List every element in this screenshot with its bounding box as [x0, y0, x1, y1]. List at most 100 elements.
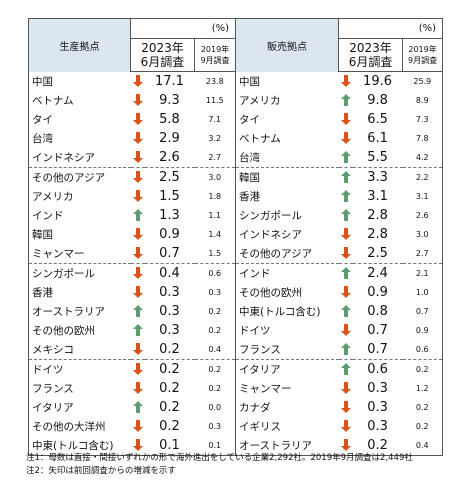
data-row: ミャンマー 0.7 1.5 その他のアジア 2.5 2.7 [28, 244, 443, 264]
trend-arrow-up [340, 363, 351, 375]
trend [130, 340, 145, 360]
trend [338, 244, 353, 264]
value-2023: 19.6 [363, 74, 392, 89]
arrow-shape [132, 286, 143, 298]
location-name: 中国 [235, 71, 339, 91]
location-name: ミャンマー [28, 244, 131, 264]
value-2019: 0.4 [194, 340, 236, 360]
value-2019: 1.2 [415, 384, 429, 393]
trend [339, 72, 353, 92]
trend-arrow-up [132, 209, 143, 221]
value-2023: 0.3 [367, 381, 388, 396]
value-2019: 3.0 [415, 230, 429, 239]
value-2019: 0.7 [415, 307, 429, 316]
trend-arrow-up [340, 343, 351, 355]
trend-arrow-down [132, 132, 143, 144]
value-2019: 1.0 [415, 288, 429, 297]
trend [131, 129, 145, 148]
data-row: タイ 5.8 7.1 タイ 6.5 7.3 [29, 110, 443, 129]
trend [131, 206, 145, 225]
location-name: カナダ [235, 398, 339, 417]
trend [131, 321, 145, 340]
trend-arrow-down [340, 132, 351, 144]
arrow-shape [340, 267, 351, 279]
unit: (%) [338, 18, 443, 39]
value-2019: 1.4 [208, 230, 222, 239]
location-name: イタリア [32, 402, 74, 414]
value-2019: 0.3 [208, 288, 222, 297]
trend-arrow-down [132, 363, 143, 375]
value-2023: 0.2 [159, 362, 180, 377]
arrow-shape [340, 324, 351, 336]
location-name: 台湾 [32, 133, 53, 145]
data-row: オーストラリア 0.3 0.2 中東(トルコ含む) 0.8 0.7 [29, 302, 443, 321]
notes: 注1：母数は直接・間接いずれかの形で海外進出をしている企業2,292社。2019… [26, 452, 413, 478]
value-2023: 0.2 [159, 381, 180, 396]
location-name: インド [32, 210, 64, 222]
data-row: メキシコ 0.2 0.4 フランス 0.7 0.6 [28, 340, 443, 360]
value-2019: 0.2 [208, 307, 222, 316]
value-2023: 2.8 [367, 227, 388, 242]
value-2023: 6.1 [367, 131, 388, 146]
trend-arrow-down [132, 228, 143, 240]
location-name: フランス [32, 383, 74, 395]
note: 注2：矢印は前回調査からの増減を示す [26, 466, 176, 476]
arrow-shape [132, 132, 143, 144]
trend-arrow-down [340, 324, 351, 336]
arrow-shape [132, 209, 143, 221]
value-2023: 0.8 [367, 304, 388, 319]
data-row: その他のアジア 2.5 3.0 韓国 3.3 2.2 [29, 167, 443, 187]
arrow-shape [132, 305, 143, 317]
trend [130, 148, 145, 168]
trend [131, 187, 145, 206]
trend [131, 110, 145, 129]
trend-arrow-up [340, 171, 351, 183]
trend-arrow-up [340, 267, 351, 279]
value-2019: 0.2 [415, 403, 429, 412]
location-name: その他のアジア [235, 244, 339, 264]
arrow-shape [132, 324, 143, 336]
trend-arrow-down [132, 247, 143, 259]
trend [131, 379, 145, 398]
column-header-old-line: 9月調査 [200, 56, 230, 65]
column-header-old-line: 9月調査 [408, 56, 438, 65]
trend-arrow-down [132, 382, 143, 394]
column-header-old-line: 2019年 [408, 45, 437, 54]
value-2023: 17.1 [155, 74, 184, 89]
location-name: 韓国 [32, 229, 53, 241]
data-row: イタリア 0.2 0.0 カナダ 0.3 0.2 [29, 398, 443, 417]
arrow-shape [340, 439, 351, 451]
value-2019: 2.6 [415, 211, 429, 220]
data-row: 香港 0.3 0.3 その他の欧州 0.9 1.0 [29, 283, 443, 302]
value-2019: 4.2 [402, 148, 443, 168]
unit: (%) [130, 18, 236, 39]
trend [339, 187, 353, 206]
value-2019: 2.7 [194, 148, 236, 168]
trend [339, 360, 353, 380]
location-name: ベトナム [32, 95, 74, 107]
arrow-shape [340, 286, 351, 298]
trend [338, 340, 353, 360]
data-row: その他の欧州 0.3 0.2 ドイツ 0.7 0.9 [29, 321, 443, 340]
arrow-shape [340, 401, 351, 413]
value-2019: 2.1 [415, 269, 429, 278]
column-header: 生産拠点 [28, 18, 131, 72]
trend [131, 283, 145, 302]
trend-arrow-down [340, 286, 351, 298]
value-2019: 23.8 [205, 77, 224, 86]
column-header-new: 2023年 6月調査 [130, 38, 195, 72]
trend-arrow-down [132, 75, 143, 87]
trend-arrow-up [340, 151, 351, 163]
value-2019: 0.6 [402, 340, 443, 360]
data-row: 中東(トルコ含む) 0.1 0.1 オーストラリア 0.2 0.4 [29, 436, 443, 456]
data-row: 中国 17.1 23.8 中国 19.6 25.9 [29, 71, 443, 92]
value-2023: 2.4 [367, 266, 388, 281]
arrow-shape [340, 209, 351, 221]
location-name: イギリス [235, 417, 339, 436]
value-2019: 3.2 [208, 134, 222, 143]
arrow-shape [340, 420, 351, 432]
location-name: メキシコ [28, 340, 131, 360]
trend-arrow-down [132, 190, 143, 202]
trend-arrow-down [340, 382, 351, 394]
